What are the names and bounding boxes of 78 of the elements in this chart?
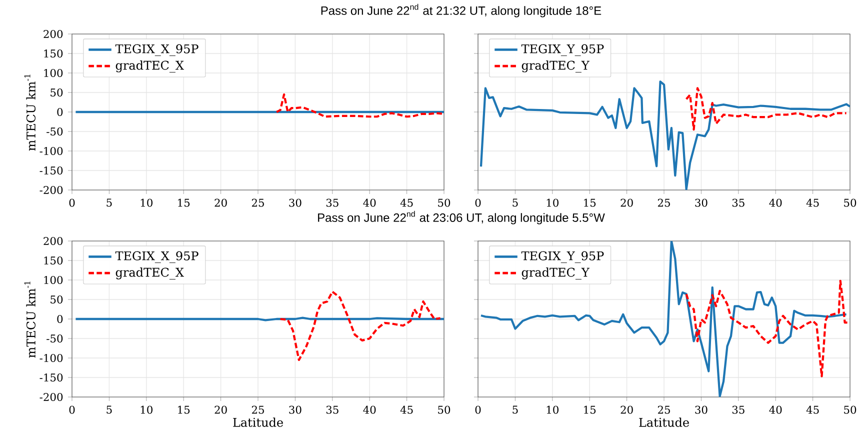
x-tick-label: 45 xyxy=(806,406,819,414)
x-tick-label: 20 xyxy=(620,406,633,414)
x-tick-label: 40 xyxy=(769,198,782,207)
x-tick-label: 15 xyxy=(584,406,596,414)
x-axis-title: Latitude xyxy=(233,418,283,427)
x-tick-label: 20 xyxy=(214,198,227,207)
y-tick-label: 200 xyxy=(44,30,63,38)
x-tick-label: 0 xyxy=(475,198,481,207)
x-tick-label: 5 xyxy=(512,406,518,414)
x-tick-label: 10 xyxy=(140,198,152,207)
x-tick-label: 30 xyxy=(289,198,302,207)
x-tick-label: 5 xyxy=(106,406,112,414)
y-tick-label: 50 xyxy=(50,88,63,97)
y-axis-title: mTECU km$^{-1}$ xyxy=(24,282,36,358)
y-tick-label: -200 xyxy=(40,392,63,402)
x-tick-label: 40 xyxy=(363,406,376,414)
x-tick-label: 35 xyxy=(326,198,338,207)
x-tick-label: 50 xyxy=(438,198,450,207)
x-tick-label: 20 xyxy=(620,198,633,207)
legend-label: gradTEC_Y xyxy=(522,268,590,280)
y-tick-label: 200 xyxy=(44,236,63,246)
chart-title: Pass on June 22$^{nd}$ at 23:06 UT, along longitude 5.5°W xyxy=(318,210,605,224)
x-tick-label: 50 xyxy=(844,198,856,207)
x-tick-label: 15 xyxy=(178,406,190,414)
x-tick-label: 35 xyxy=(326,406,338,414)
y-tick-label: 50 xyxy=(50,295,63,304)
x-tick-label: 25 xyxy=(252,406,264,414)
x-tick-label: 20 xyxy=(214,406,227,414)
y-tick-label: 150 xyxy=(44,256,63,265)
x-tick-label: 45 xyxy=(400,406,413,414)
x-tick-label: 10 xyxy=(140,406,152,414)
x-tick-label: 50 xyxy=(844,406,856,414)
y-tick-label: 0 xyxy=(57,314,63,324)
legend-label: TEGIX_Y_95P xyxy=(521,251,604,264)
x-tick-label: 40 xyxy=(769,406,782,414)
y-tick-label: -100 xyxy=(40,354,63,362)
y-tick-label: -50 xyxy=(46,127,63,136)
x-tick-label: 25 xyxy=(658,406,670,414)
x-tick-label: 30 xyxy=(695,406,708,414)
x-tick-label: 40 xyxy=(363,198,376,207)
y-tick-label: -200 xyxy=(40,186,63,194)
x-tick-label: 50 xyxy=(438,406,450,414)
x-tick-label: 30 xyxy=(289,406,302,414)
x-tick-label: 30 xyxy=(695,198,708,207)
chart-title: Pass on June 22$^{nd}$ at 21:32 UT, along longitude 18°E xyxy=(321,4,602,18)
y-tick-label: -100 xyxy=(40,146,63,156)
x-tick-label: 45 xyxy=(806,198,819,207)
y-tick-label: -150 xyxy=(40,373,63,382)
legend-label: gradTEC_Y xyxy=(522,60,590,72)
x-tick-label: 35 xyxy=(732,198,744,207)
x-tick-label: 5 xyxy=(106,198,112,207)
legend-label: gradTEC_X xyxy=(116,60,184,72)
legend-label: TEGIX_X_95P xyxy=(115,251,198,264)
x-axis-title: Latitude xyxy=(639,418,689,427)
y-tick-label: 100 xyxy=(44,68,63,78)
x-tick-label: 35 xyxy=(732,406,744,414)
line-series xyxy=(279,290,442,362)
x-tick-label: 25 xyxy=(658,198,670,207)
x-tick-label: 0 xyxy=(69,198,75,207)
x-tick-label: 15 xyxy=(178,198,190,207)
x-tick-label: 10 xyxy=(546,406,558,414)
y-tick-label: -150 xyxy=(40,166,63,175)
y-tick-label: 100 xyxy=(44,276,63,284)
x-tick-label: 45 xyxy=(400,198,413,207)
x-tick-label: 10 xyxy=(546,198,558,207)
y-tick-label: 150 xyxy=(44,49,63,58)
y-axis-title: mTECU km$^{-1}$ xyxy=(24,74,36,151)
x-tick-label: 15 xyxy=(584,198,596,207)
legend-label: TEGIX_X_95P xyxy=(115,44,198,56)
x-tick-label: 0 xyxy=(69,406,75,414)
y-tick-label: -50 xyxy=(46,334,63,343)
line-series xyxy=(276,93,444,118)
x-tick-label: 0 xyxy=(475,406,481,414)
x-tick-label: 5 xyxy=(512,198,518,207)
legend-label: gradTEC_X xyxy=(116,268,184,280)
legend-label: TEGIX_Y_95P xyxy=(521,44,604,56)
x-tick-label: 25 xyxy=(252,198,264,207)
y-tick-label: 0 xyxy=(57,108,63,116)
